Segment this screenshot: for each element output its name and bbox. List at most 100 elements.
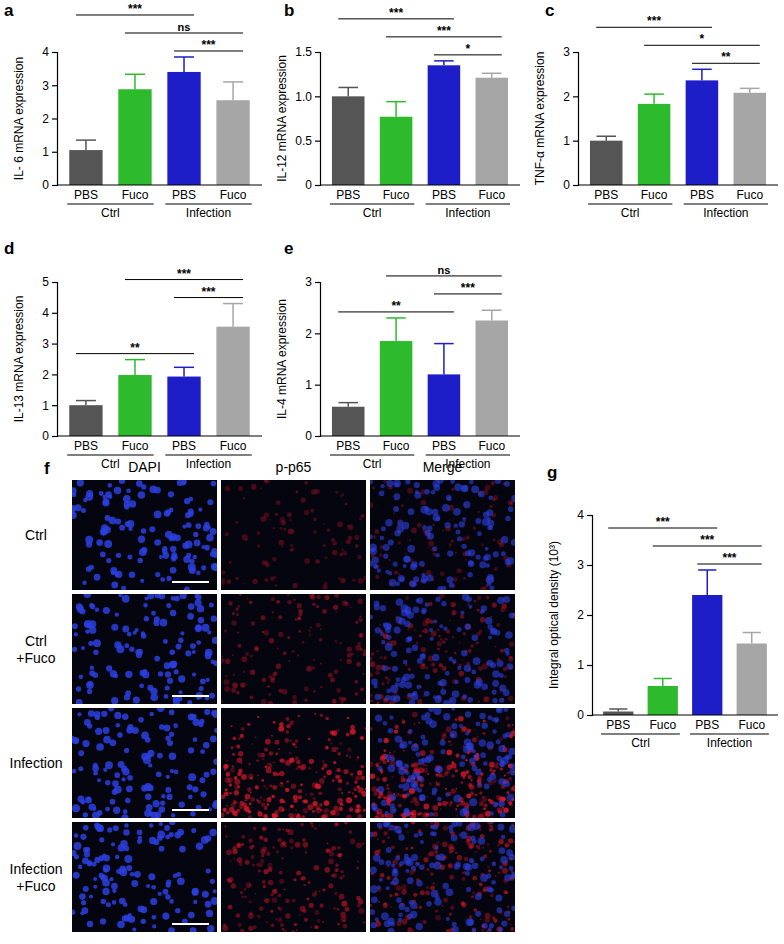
p65-signal <box>324 595 329 600</box>
y-tick-label: 2 <box>563 90 570 104</box>
nucleus <box>192 786 198 792</box>
error-cap <box>596 135 616 137</box>
p65-signal <box>357 599 362 604</box>
p65-signal <box>249 763 251 765</box>
micrograph <box>221 708 366 818</box>
p65-signal <box>465 759 467 761</box>
p65-signal <box>441 666 446 671</box>
nucleus <box>492 729 496 733</box>
p65-signal <box>266 763 272 769</box>
nucleus <box>187 784 193 790</box>
nucleus <box>374 601 380 607</box>
group-label: Ctrl <box>101 457 120 471</box>
nucleus <box>122 595 130 603</box>
nucleus <box>195 625 202 632</box>
y-tick-label: 1 <box>563 134 570 148</box>
p65-signal <box>478 701 480 703</box>
p65-signal <box>255 736 257 738</box>
p65-signal <box>260 488 262 490</box>
nucleus <box>189 497 194 502</box>
p65-signal <box>232 753 235 756</box>
p65-signal <box>342 549 344 551</box>
nucleus <box>404 555 411 562</box>
p65-signal <box>238 486 243 491</box>
nucleus <box>171 552 177 558</box>
p65-signal <box>261 699 267 704</box>
p65-signal <box>341 792 343 794</box>
nucleus <box>155 572 160 577</box>
p65-signal <box>234 789 239 794</box>
nucleus <box>170 567 177 574</box>
p65-signal <box>412 791 415 794</box>
p65-signal <box>267 685 270 688</box>
p65-signal <box>263 799 265 801</box>
p65-signal <box>396 793 400 797</box>
nucleus <box>410 563 417 570</box>
p65-signal <box>225 788 228 791</box>
bar <box>686 80 719 185</box>
nucleus <box>170 610 176 616</box>
p65-signal <box>507 724 511 728</box>
nucleus <box>416 684 421 689</box>
nucleus <box>204 709 210 715</box>
p65-signal <box>295 746 297 748</box>
p65-signal <box>504 808 508 812</box>
nucleus <box>435 553 439 557</box>
p65-signal <box>287 600 292 605</box>
p65-signal <box>484 804 488 808</box>
nucleus <box>87 681 92 686</box>
p65-signal <box>432 805 438 811</box>
error-stem <box>134 74 136 89</box>
nucleus <box>127 554 132 559</box>
p65-signal <box>397 768 399 770</box>
p65-signal <box>264 578 268 582</box>
nucleus <box>386 635 391 640</box>
nucleus <box>419 561 425 567</box>
p65-signal <box>272 557 277 562</box>
nucleus <box>106 665 112 671</box>
p65-signal <box>250 670 255 675</box>
nucleus <box>409 674 414 679</box>
p65-signal <box>280 758 284 762</box>
nucleus <box>450 480 455 484</box>
nucleus <box>394 627 401 634</box>
panel-label: e <box>284 239 293 258</box>
nucleus <box>508 506 514 512</box>
p65-signal <box>320 628 322 630</box>
p65-signal <box>309 759 314 764</box>
nucleus <box>207 499 213 505</box>
p65-signal <box>402 718 404 720</box>
nucleus <box>395 760 402 767</box>
p65-signal <box>382 682 385 685</box>
nucleus <box>408 636 413 641</box>
p65-signal <box>277 647 279 649</box>
group-label: Infection <box>186 206 231 220</box>
p65-signal <box>323 523 325 525</box>
nucleus <box>445 522 451 528</box>
nucleus <box>492 690 497 695</box>
p65-signal <box>506 791 509 794</box>
nucleus <box>424 691 430 697</box>
p65-signal <box>258 755 261 758</box>
significance-label: * <box>466 42 471 56</box>
p65-signal <box>437 648 440 651</box>
nucleus <box>165 531 173 539</box>
y-tick-mark <box>573 141 578 142</box>
p65-signal <box>457 805 459 807</box>
nucleus <box>385 570 389 574</box>
nucleus <box>188 509 194 515</box>
p65-signal <box>463 632 467 636</box>
p65-signal <box>492 603 497 608</box>
p65-signal <box>363 575 366 580</box>
nucleus <box>108 708 114 712</box>
nucleus <box>457 536 462 541</box>
nucleus <box>433 619 437 623</box>
group-label: Infection <box>186 457 231 471</box>
error-bar <box>223 304 243 327</box>
nucleus <box>459 521 465 527</box>
nucleus <box>400 577 405 582</box>
p65-signal <box>364 650 366 652</box>
error-bar <box>740 88 760 92</box>
p65-signal <box>231 747 233 749</box>
y-tick-label: 1 <box>42 145 49 159</box>
